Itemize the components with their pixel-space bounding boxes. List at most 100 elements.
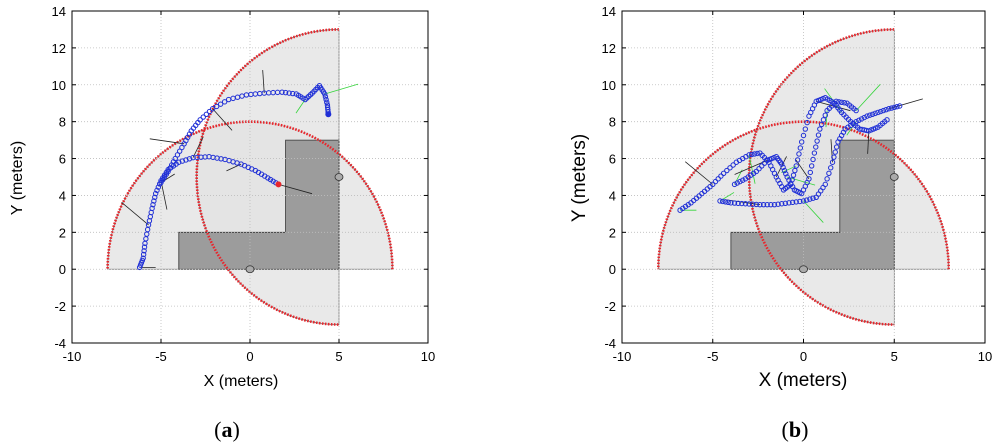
b-path-point-2-41 — [813, 144, 819, 150]
b-ray-2-15 — [855, 84, 881, 111]
b-path-point-0-13 — [712, 178, 719, 185]
a-path-point-0-22 — [155, 184, 162, 190]
b-trajectory-path-1 — [677, 94, 890, 213]
a-path-point-1-42 — [286, 90, 292, 96]
b-path-point-1-50 — [858, 116, 865, 122]
b-path-point-0-19 — [730, 162, 736, 168]
a-ray-0-6 — [160, 180, 168, 210]
b-path-point-1-20 — [786, 200, 792, 206]
b-path-point-0-27 — [754, 150, 760, 157]
a-path-point-0-21 — [154, 187, 160, 194]
panel-a-x-axis-label: X (meters) — [204, 373, 279, 390]
a-path-point-0-23 — [156, 181, 163, 187]
b-path-point-1-35 — [828, 165, 834, 171]
b-path-point-0-92 — [884, 117, 890, 123]
a-sensor-range-arc-1 — [106, 120, 394, 270]
a-path-point-0-33 — [179, 158, 186, 164]
a-path-point-1-23 — [206, 108, 213, 115]
b-path-point-1-58 — [880, 107, 887, 114]
a-path-end-0 — [275, 181, 282, 188]
a-path-point-1-27 — [221, 99, 228, 105]
b-path-point-0-55 — [804, 119, 810, 126]
a-path-point-1-26 — [217, 101, 224, 107]
panel-b-plot-area: -10 -5 0 5 10 -4 -2 0 2 4 6 8 10 12 14 — [602, 4, 993, 364]
b-path-point-1-60 — [886, 106, 892, 112]
b-path-point-0-51 — [797, 145, 804, 151]
b-path-point-1-17 — [775, 201, 781, 207]
b-x-tick-label-4: 10 — [978, 349, 992, 364]
a-path-point-0-19 — [152, 194, 158, 200]
panel-b-caption-open: ( — [782, 417, 789, 442]
a-ray-1-12 — [295, 99, 306, 114]
b-path-point-2-39 — [810, 156, 816, 163]
b-y-tick-label-6: 8 — [609, 115, 616, 130]
b-sensor-range-arc-1 — [657, 120, 950, 270]
b-path-point-1-15 — [768, 201, 774, 208]
b-path-point-1-25 — [803, 197, 810, 203]
b-y-tick-label-3: 2 — [609, 225, 616, 240]
b-path-point-2-54 — [838, 99, 845, 106]
b-path-point-1-5 — [731, 200, 738, 206]
a-path-point-0-7 — [141, 244, 148, 250]
b-ray-0-6 — [748, 154, 756, 184]
panel-a-y-axis-label: Y (meters) — [9, 141, 26, 215]
b-path-point-1-23 — [797, 198, 803, 205]
b-path-point-2-10 — [759, 163, 765, 169]
panel-b-x-axis-label: X (meters) — [759, 370, 848, 391]
a-path-point-0-5 — [140, 251, 147, 258]
b-path-point-1-49 — [856, 117, 862, 123]
b-ray-0-12 — [781, 165, 797, 174]
b-path-point-1-4 — [728, 200, 734, 206]
a-path-point-1-43 — [290, 90, 296, 97]
b-path-point-1-33 — [824, 176, 830, 182]
b-path-point-2-2 — [737, 178, 743, 185]
a-y-tick-label-6: 8 — [59, 115, 66, 130]
a-path-point-0-17 — [150, 201, 156, 208]
a-path-point-0-18 — [151, 198, 157, 204]
panel-a-caption-open: ( — [214, 417, 221, 442]
b-path-point-2-45 — [818, 121, 825, 128]
b-path-point-1-22 — [793, 199, 799, 205]
b-trajectory-path-2 — [717, 103, 903, 208]
a-x-tick-label-3: 5 — [335, 349, 342, 364]
a-path-point-1-41 — [282, 89, 289, 96]
a-path-point-0-35 — [186, 156, 193, 162]
b-path-point-2-11 — [761, 160, 768, 166]
b-path-point-2-8 — [753, 168, 760, 175]
b-path-point-1-0 — [717, 198, 723, 204]
a-x-tick-label-1: -5 — [155, 349, 167, 364]
a-y-tick-label-5: 6 — [59, 152, 66, 167]
b-path-point-2-20 — [779, 161, 785, 167]
b-path-point-1-12 — [757, 201, 763, 208]
a-path-point-0-6 — [141, 248, 147, 254]
b-path-point-1-54 — [869, 111, 876, 117]
b-trajectory-path-3 — [731, 98, 859, 197]
b-path-point-1-53 — [867, 112, 873, 118]
b-y-tick-label-7: 10 — [602, 78, 616, 93]
b-path-point-2-46 — [820, 117, 827, 123]
b-path-point-0-54 — [802, 126, 809, 132]
b-path-point-2-36 — [806, 176, 812, 182]
a-ray-0-9 — [192, 136, 204, 158]
a-y-tick-label-9: 14 — [52, 4, 66, 19]
a-path-point-1-25 — [213, 103, 220, 110]
a-beacon-1 — [245, 265, 255, 274]
a-path-point-0-57 — [267, 176, 274, 183]
a-y-tick-label-0: -4 — [54, 336, 66, 351]
a-path-point-1-61 — [322, 94, 329, 100]
b-path-point-0-24 — [746, 152, 752, 158]
b-path-point-0-26 — [751, 151, 758, 157]
b-y-tick-label-5: 6 — [609, 152, 616, 167]
b-x-tick-label-1: -5 — [707, 349, 719, 364]
b-path-point-1-38 — [832, 149, 838, 155]
b-path-point-1-27 — [810, 195, 816, 201]
b-path-point-0-50 — [796, 151, 802, 157]
b-path-point-0-47 — [792, 167, 798, 174]
b-x-tick-label-3: 5 — [891, 349, 898, 364]
a-ray-1-3 — [149, 138, 185, 145]
panel-a-caption-close: ) — [233, 417, 240, 442]
b-path-point-1-21 — [789, 199, 796, 206]
panel-b-caption: (b) — [782, 417, 809, 442]
a-beacon-2 — [334, 173, 344, 181]
